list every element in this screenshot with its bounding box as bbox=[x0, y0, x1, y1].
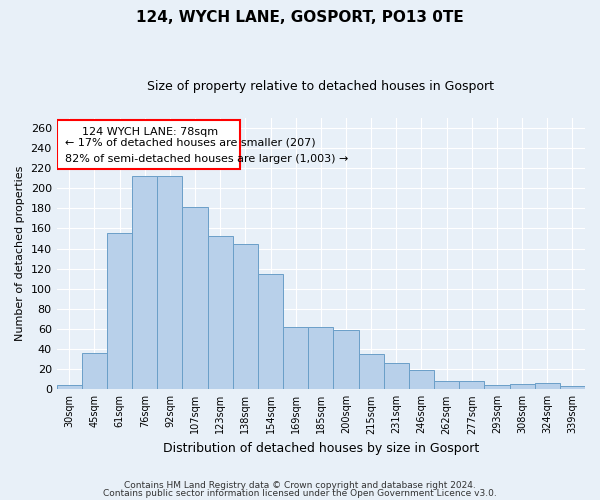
Text: Contains public sector information licensed under the Open Government Licence v3: Contains public sector information licen… bbox=[103, 488, 497, 498]
Bar bbox=[384, 363, 409, 390]
Bar bbox=[409, 370, 434, 390]
Bar bbox=[182, 208, 208, 390]
Bar bbox=[484, 386, 509, 390]
Bar bbox=[359, 354, 384, 390]
Bar bbox=[560, 386, 585, 390]
Text: 124 WYCH LANE: 78sqm: 124 WYCH LANE: 78sqm bbox=[82, 127, 218, 137]
Bar bbox=[334, 330, 359, 390]
Text: 82% of semi-detached houses are larger (1,003) →: 82% of semi-detached houses are larger (… bbox=[65, 154, 349, 164]
Bar bbox=[308, 327, 334, 390]
Bar bbox=[509, 384, 535, 390]
Bar bbox=[434, 382, 459, 390]
Bar bbox=[459, 382, 484, 390]
Bar bbox=[258, 274, 283, 390]
Bar bbox=[208, 236, 233, 390]
Bar bbox=[132, 176, 157, 390]
Text: Contains HM Land Registry data © Crown copyright and database right 2024.: Contains HM Land Registry data © Crown c… bbox=[124, 481, 476, 490]
Bar bbox=[233, 244, 258, 390]
Text: ← 17% of detached houses are smaller (207): ← 17% of detached houses are smaller (20… bbox=[65, 138, 316, 147]
Bar bbox=[82, 353, 107, 390]
Text: 124, WYCH LANE, GOSPORT, PO13 0TE: 124, WYCH LANE, GOSPORT, PO13 0TE bbox=[136, 10, 464, 25]
Bar bbox=[157, 176, 182, 390]
Y-axis label: Number of detached properties: Number of detached properties bbox=[15, 166, 25, 341]
X-axis label: Distribution of detached houses by size in Gosport: Distribution of detached houses by size … bbox=[163, 442, 479, 455]
Bar bbox=[56, 120, 241, 169]
Bar bbox=[107, 234, 132, 390]
Title: Size of property relative to detached houses in Gosport: Size of property relative to detached ho… bbox=[148, 80, 494, 93]
Bar bbox=[535, 384, 560, 390]
Bar bbox=[56, 386, 82, 390]
Bar bbox=[283, 327, 308, 390]
